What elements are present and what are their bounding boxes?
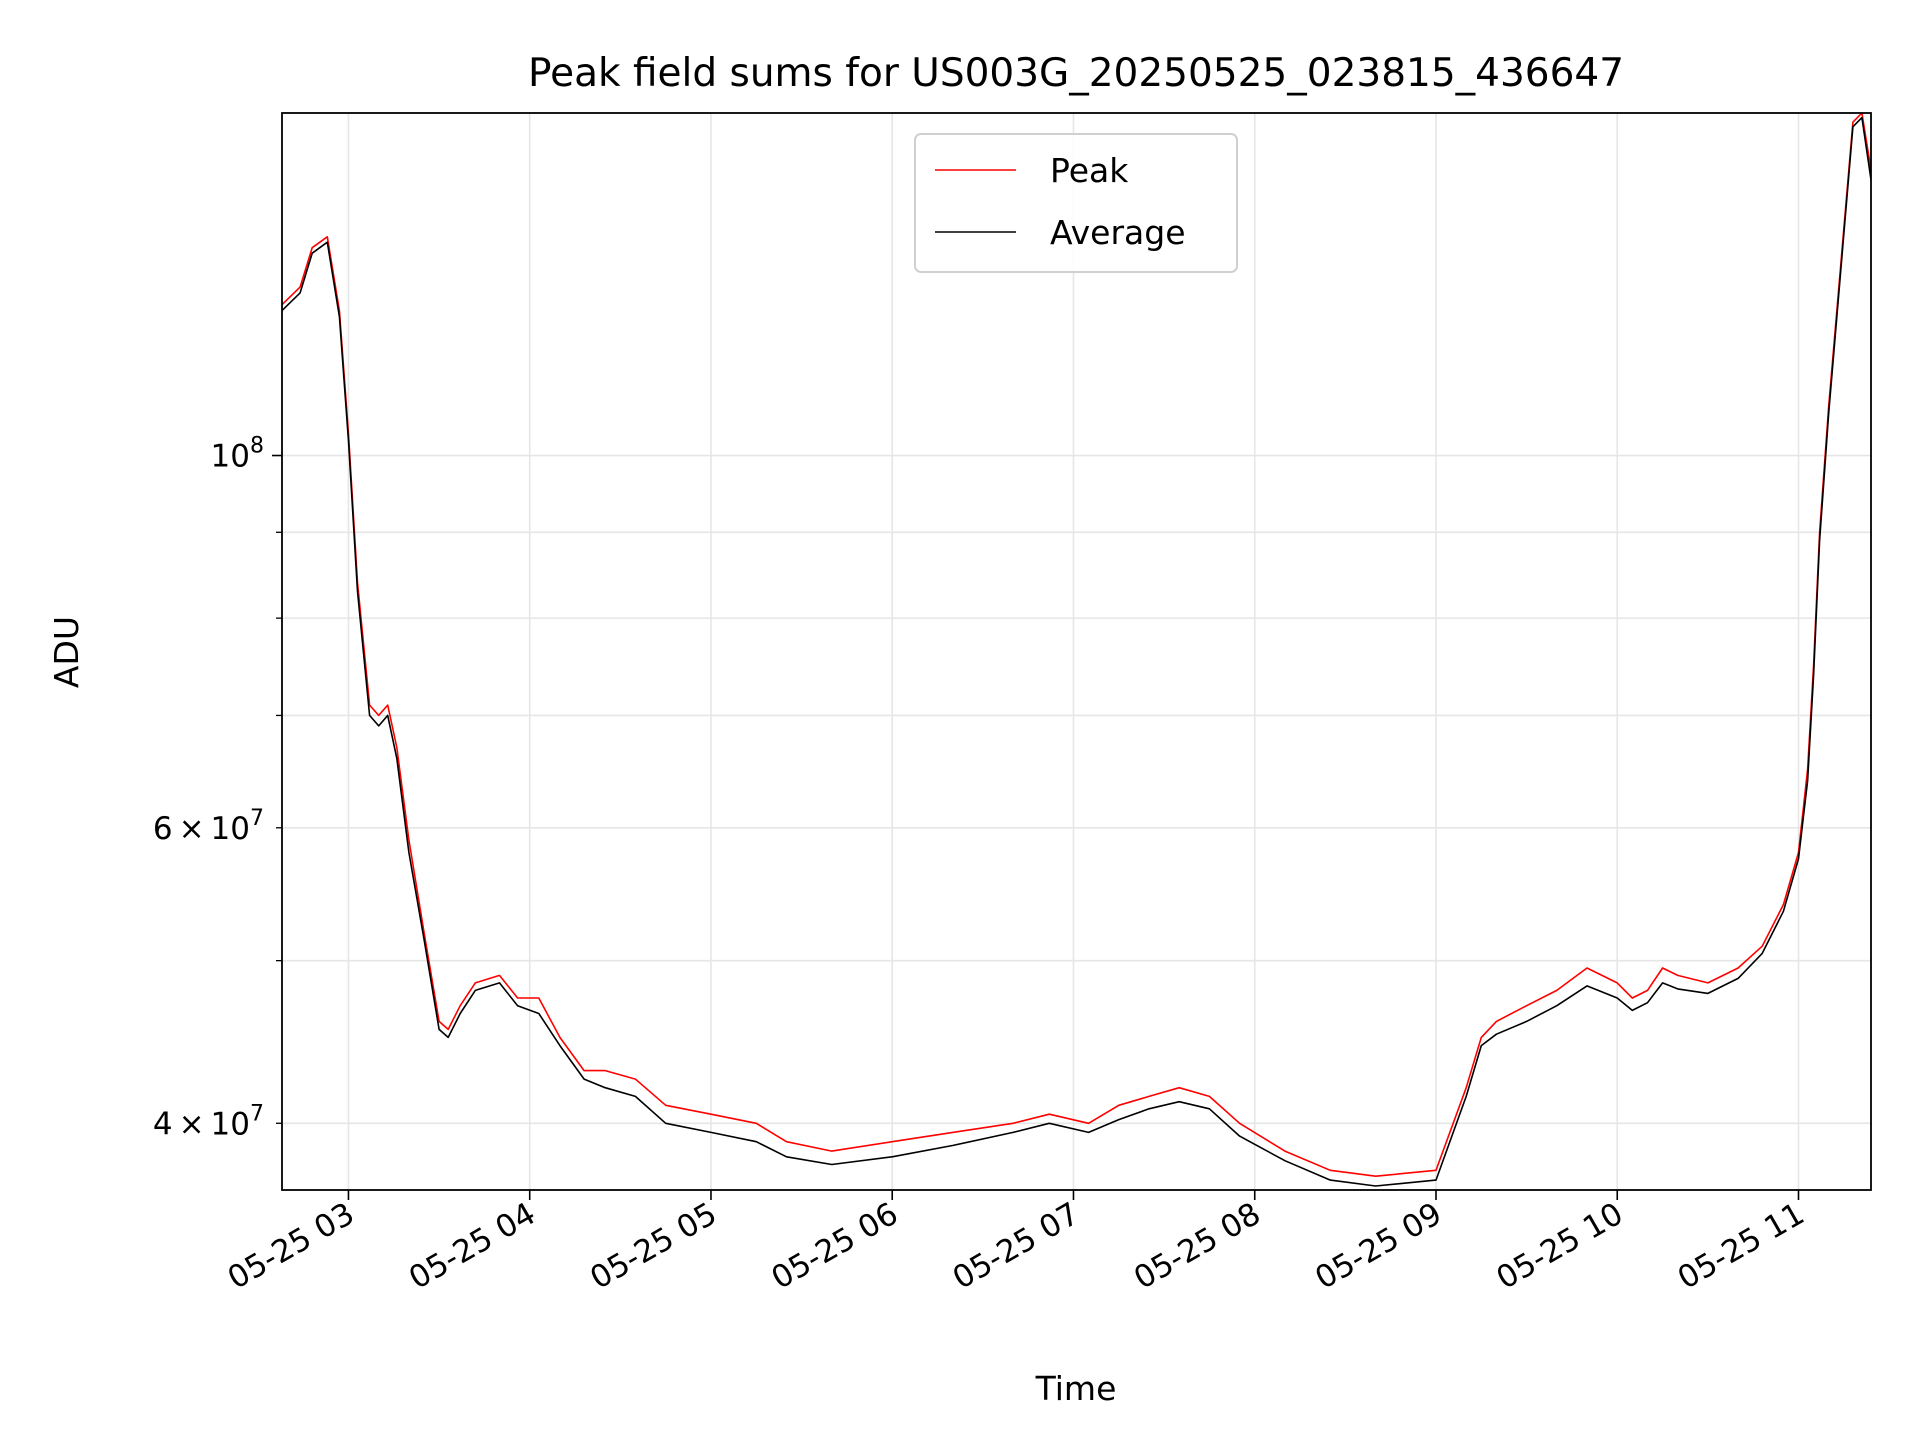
series-line-peak xyxy=(282,113,1871,1177)
x-axis-label: Time xyxy=(1035,1369,1117,1408)
y-tick-label-mantissa: 4 xyxy=(153,1106,173,1142)
y-tick-label-exp: 7 xyxy=(250,806,264,831)
y-tick-label-mantissa: 6 xyxy=(153,811,173,847)
series-layer xyxy=(282,113,1871,1187)
legend-label-average: Average xyxy=(1050,213,1186,252)
legend-box xyxy=(914,133,1238,273)
series-line-average xyxy=(282,116,1871,1187)
y-tick-label-times: × xyxy=(179,811,205,847)
y-axis-label: ADU xyxy=(47,616,86,688)
legend: Peak Average xyxy=(914,133,1238,273)
legend-label-peak: Peak xyxy=(1050,151,1129,190)
chart-title: Peak field sums for US003G_20250525_0238… xyxy=(528,51,1624,96)
y-tick-label-exp: 7 xyxy=(250,1101,264,1126)
y-tick-label-exp: 8 xyxy=(250,434,264,459)
plot-frame xyxy=(281,112,1872,1191)
y-tick-label: 108 xyxy=(211,434,264,475)
grid xyxy=(282,113,1871,1190)
y-tick-label-base: 10 xyxy=(211,811,250,847)
y-tick-label-base: 10 xyxy=(211,439,250,475)
y-tick-label: 4 × 107 xyxy=(153,1101,264,1142)
y-tick-label: 6 × 107 xyxy=(153,806,264,847)
y-tick-label-times: × xyxy=(179,1106,205,1142)
series-group xyxy=(282,113,1871,1187)
y-tick-label-base: 10 xyxy=(211,1106,250,1142)
